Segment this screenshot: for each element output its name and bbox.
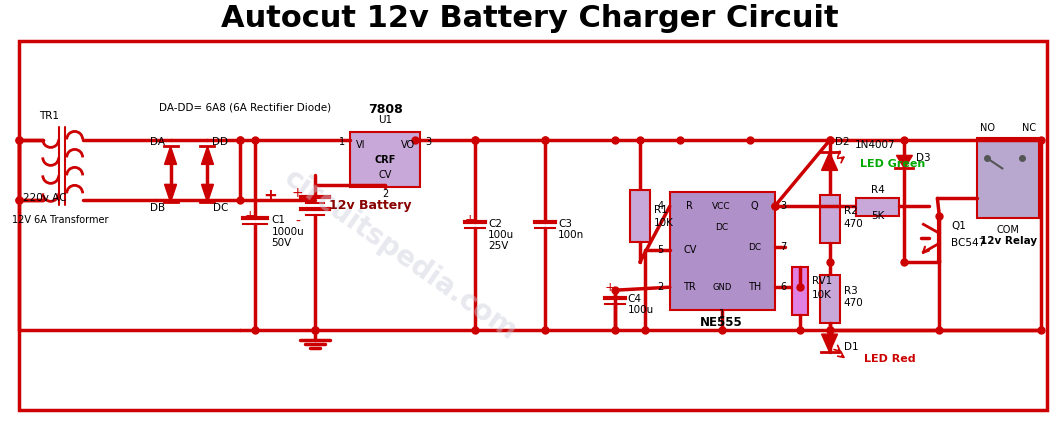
Text: COM: COM: [997, 225, 1020, 235]
Bar: [792, 267, 807, 315]
Text: 7808: 7808: [368, 103, 402, 116]
Text: CRF: CRF: [375, 156, 396, 165]
Text: +: +: [263, 187, 277, 205]
Text: 470: 470: [843, 219, 864, 230]
Text: 100u: 100u: [488, 230, 515, 240]
Text: RV1: RV1: [812, 276, 832, 286]
Text: C2: C2: [488, 219, 502, 230]
Text: Q: Q: [751, 201, 759, 211]
Text: BC547: BC547: [952, 238, 986, 248]
Text: R1: R1: [654, 205, 667, 215]
Text: 3: 3: [425, 137, 431, 147]
Text: VI: VI: [355, 140, 365, 150]
Text: 2: 2: [382, 190, 388, 199]
Text: 4: 4: [658, 201, 664, 211]
Text: 3: 3: [781, 201, 786, 211]
Text: C3: C3: [558, 219, 572, 230]
Text: 6: 6: [781, 282, 786, 292]
Text: DA: DA: [150, 137, 166, 147]
Text: VO: VO: [401, 140, 415, 150]
Text: 7: 7: [781, 242, 787, 252]
Text: CV: CV: [379, 170, 392, 180]
Text: 1: 1: [340, 137, 345, 147]
Text: -: -: [295, 215, 300, 230]
Text: DA-DD= 6A8 (6A Rectifier Diode): DA-DD= 6A8 (6A Rectifier Diode): [159, 102, 331, 113]
Text: +: +: [245, 209, 256, 222]
Text: Autocut 12v Battery Charger Circuit: Autocut 12v Battery Charger Circuit: [221, 4, 839, 33]
Bar: [669, 193, 775, 310]
Text: +: +: [605, 280, 615, 294]
Text: R2: R2: [843, 206, 857, 216]
Text: NO: NO: [979, 123, 995, 133]
Text: 100n: 100n: [558, 230, 585, 240]
Text: 1000u: 1000u: [272, 227, 305, 237]
Text: Q1: Q1: [952, 221, 967, 231]
Text: DD: DD: [212, 137, 228, 147]
Text: NC: NC: [1022, 123, 1037, 133]
Text: D2: D2: [835, 137, 849, 147]
Bar: [819, 196, 839, 243]
Bar: [855, 198, 900, 216]
Text: C1: C1: [272, 215, 285, 225]
Text: 10K: 10K: [654, 218, 674, 228]
Polygon shape: [202, 147, 213, 164]
Text: D1: D1: [843, 342, 858, 352]
Bar: [977, 139, 1039, 218]
Polygon shape: [897, 156, 912, 168]
Bar: [350, 133, 420, 187]
Text: 470: 470: [843, 298, 864, 308]
Text: 10K: 10K: [812, 290, 832, 300]
Text: DB: DB: [150, 203, 166, 213]
Text: D3: D3: [917, 153, 932, 163]
Text: TR1: TR1: [39, 111, 58, 122]
Text: 1: 1: [718, 309, 725, 319]
Text: 12V 6A Transformer: 12V 6A Transformer: [13, 215, 109, 225]
Text: 25V: 25V: [488, 241, 508, 251]
Text: 100u: 100u: [628, 305, 654, 315]
Text: CV: CV: [683, 245, 696, 255]
Text: circuitspedia.com: circuitspedia.com: [278, 164, 522, 346]
Bar: [630, 190, 649, 242]
Polygon shape: [821, 153, 837, 170]
Polygon shape: [164, 147, 176, 164]
Text: TR: TR: [683, 282, 696, 292]
Text: C4: C4: [628, 294, 642, 304]
Polygon shape: [202, 184, 213, 202]
Text: GND: GND: [712, 283, 731, 292]
Text: 5: 5: [658, 245, 664, 255]
Text: 1N4007: 1N4007: [854, 140, 895, 150]
Text: R3: R3: [843, 286, 857, 296]
Text: +: +: [292, 186, 303, 200]
Text: DC: DC: [748, 243, 761, 252]
Bar: [819, 275, 839, 323]
Text: R: R: [686, 201, 693, 211]
Text: NE555: NE555: [700, 316, 743, 329]
Text: LED Red: LED Red: [865, 354, 916, 364]
Text: TH: TH: [748, 282, 762, 292]
Bar: [19, 40, 1047, 410]
Text: LED Green: LED Green: [859, 159, 925, 170]
Text: 12v Relay: 12v Relay: [979, 236, 1037, 246]
Text: 12v Battery: 12v Battery: [329, 199, 412, 212]
Text: VCC: VCC: [712, 202, 731, 211]
Text: 220v AC: 220v AC: [22, 193, 66, 203]
Text: 2: 2: [658, 282, 664, 292]
Text: U1: U1: [378, 116, 393, 125]
Text: R4: R4: [871, 185, 885, 196]
Text: +: +: [465, 213, 475, 226]
Text: 5K: 5K: [871, 211, 884, 221]
Text: DC: DC: [213, 203, 228, 213]
Text: DC: DC: [715, 223, 728, 232]
Polygon shape: [164, 184, 176, 202]
Text: 50V: 50V: [272, 238, 292, 248]
Polygon shape: [821, 334, 837, 352]
